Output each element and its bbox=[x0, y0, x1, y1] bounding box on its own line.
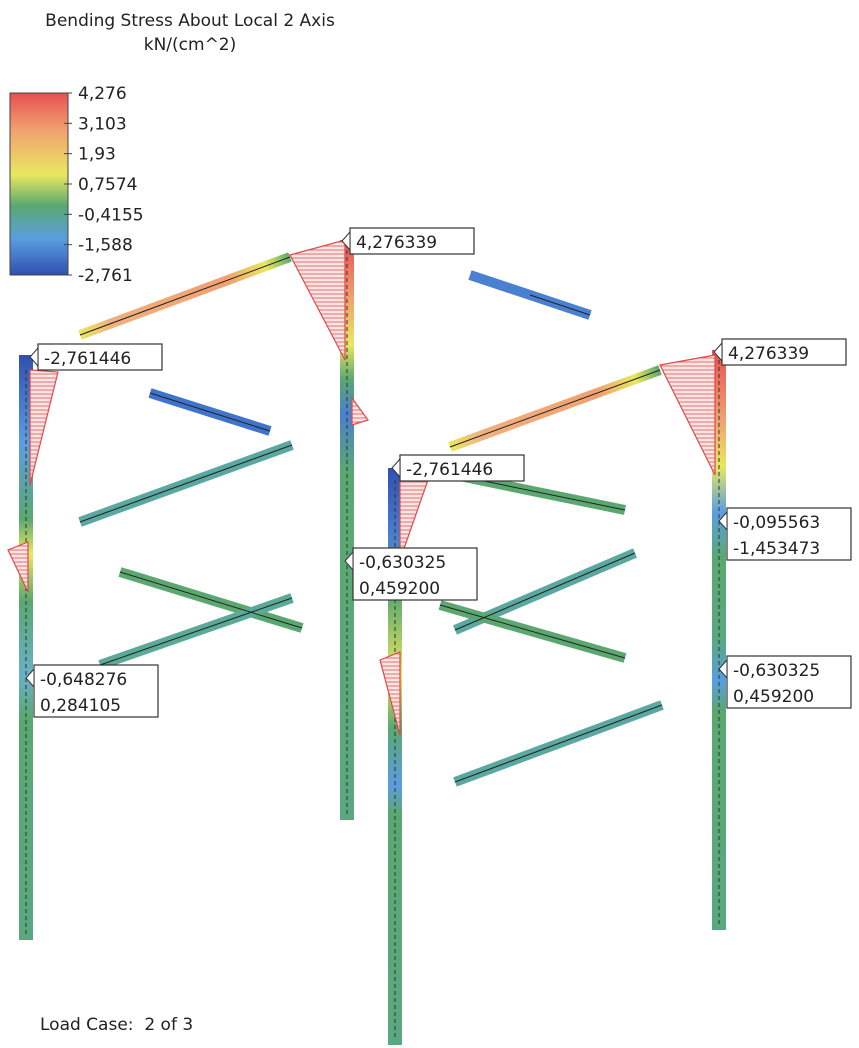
callout-value: 4,276339 bbox=[728, 344, 809, 364]
callout: 4,276339 bbox=[342, 228, 474, 254]
stress-diagram bbox=[290, 240, 345, 360]
callout-value: -0,630325 bbox=[733, 661, 820, 681]
callout-value: 0,459200 bbox=[359, 579, 440, 599]
legend-label: -0,4155 bbox=[78, 205, 144, 225]
callout-value: -0,648276 bbox=[40, 670, 127, 690]
callout-value: -0,630325 bbox=[359, 553, 446, 573]
callout: -0,095563 -1,453473 bbox=[719, 508, 851, 560]
callout-value: 0,284105 bbox=[40, 696, 121, 716]
unit: kN/(cm^2) bbox=[144, 35, 237, 55]
legend-label: 3,103 bbox=[78, 114, 127, 134]
callout: -0,648276 0,284105 bbox=[26, 665, 158, 717]
stress-diagram bbox=[660, 355, 715, 475]
callout: -2,761446 bbox=[30, 344, 162, 370]
legend-label: 4,276 bbox=[78, 84, 127, 104]
stress-diagram bbox=[30, 370, 58, 485]
legend-label: 0,7574 bbox=[78, 175, 137, 195]
legend-label: 1,93 bbox=[78, 145, 116, 165]
stress-diagram bbox=[352, 398, 368, 425]
legend-bar bbox=[10, 93, 68, 275]
callout: -2,761446 bbox=[392, 455, 524, 481]
legend: 4,276 3,103 1,93 0,7574 -0,4155 -1,588 -2,761 bbox=[10, 84, 144, 286]
load-case: Load Case: 2 of 3 bbox=[40, 1015, 193, 1035]
title: Bending Stress About Local 2 Axis bbox=[45, 11, 335, 31]
callout-value: -1,453473 bbox=[733, 539, 820, 559]
callout-value: 4,276339 bbox=[356, 233, 437, 253]
callout: -0,630325 0,459200 bbox=[345, 548, 477, 600]
legend-label: -1,588 bbox=[78, 236, 133, 256]
callout-value: -2,761446 bbox=[406, 460, 493, 480]
legend-label: -2,761 bbox=[78, 266, 133, 286]
callout-value: -2,761446 bbox=[44, 349, 131, 369]
callout: -0,630325 0,459200 bbox=[719, 656, 851, 708]
callout-value: -0,095563 bbox=[733, 513, 820, 533]
screenshot: Bending Stress About Local 2 Axis kN/(cm… bbox=[0, 0, 859, 1048]
stress-diagram bbox=[400, 470, 428, 560]
callout-value: 0,459200 bbox=[733, 687, 814, 707]
stress-diagram bbox=[8, 542, 28, 592]
callout: 4,276339 bbox=[714, 339, 846, 365]
